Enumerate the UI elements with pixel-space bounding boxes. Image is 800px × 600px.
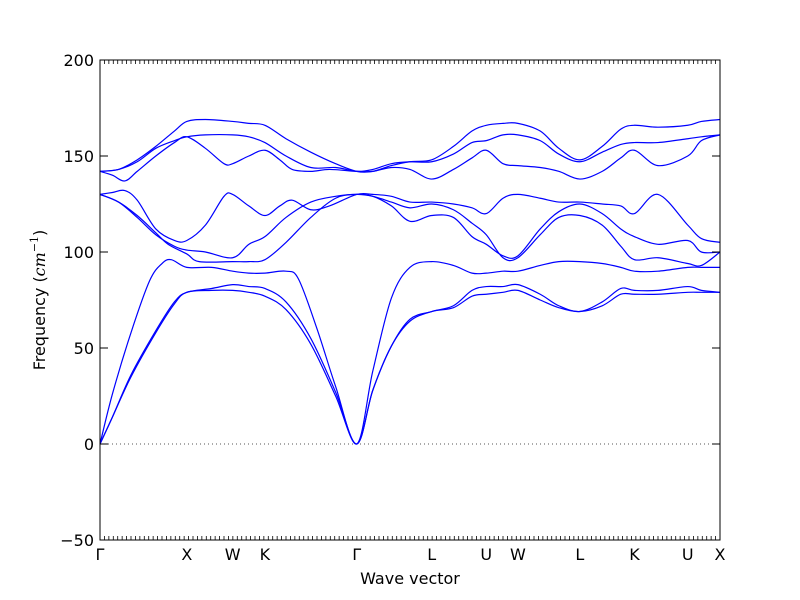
x-tick-label: X — [181, 545, 192, 564]
y-axis-label-unit: cm — [30, 252, 49, 276]
y-axis-label: Frequency (cm−1) — [28, 230, 49, 371]
x-axis-label: Wave vector — [360, 569, 460, 588]
y-tick-label: 150 — [63, 147, 94, 166]
y-axis-label-exponent: −1 — [28, 236, 41, 252]
series-layer — [99, 118, 721, 445]
y-tick-label: 200 — [63, 51, 94, 70]
x-tick-label: X — [715, 545, 726, 564]
plot-frame — [99, 59, 721, 541]
x-tick-label: U — [480, 545, 492, 564]
x-tick-label: U — [682, 545, 694, 564]
tick-layer — [99, 59, 721, 541]
y-tick-label: 100 — [63, 243, 94, 262]
y-tick-label: −50 — [60, 531, 94, 550]
phonon-branch-3 — [99, 258, 720, 445]
y-axis-label-suffix: ) — [30, 230, 49, 236]
x-tick-label: W — [225, 545, 241, 564]
y-tick-label: 50 — [74, 339, 94, 358]
x-tick-label: Γ — [96, 545, 105, 564]
phonon-branch-5 — [99, 193, 721, 267]
phonon-branch-6 — [99, 189, 721, 243]
phonon-branch-9 — [99, 118, 721, 173]
x-tick-label: L — [427, 545, 436, 564]
x-tick-label: W — [510, 545, 526, 564]
x-tick-label: Γ — [352, 545, 361, 564]
y-axis-label-prefix: Frequency ( — [30, 276, 49, 370]
x-tick-label: K — [629, 545, 640, 564]
y-tick-label: 0 — [84, 435, 94, 454]
phonon-branch-2 — [99, 283, 721, 445]
x-tick-label: K — [260, 545, 271, 564]
x-tick-label: L — [575, 545, 584, 564]
phonon-branch-4 — [99, 193, 721, 259]
